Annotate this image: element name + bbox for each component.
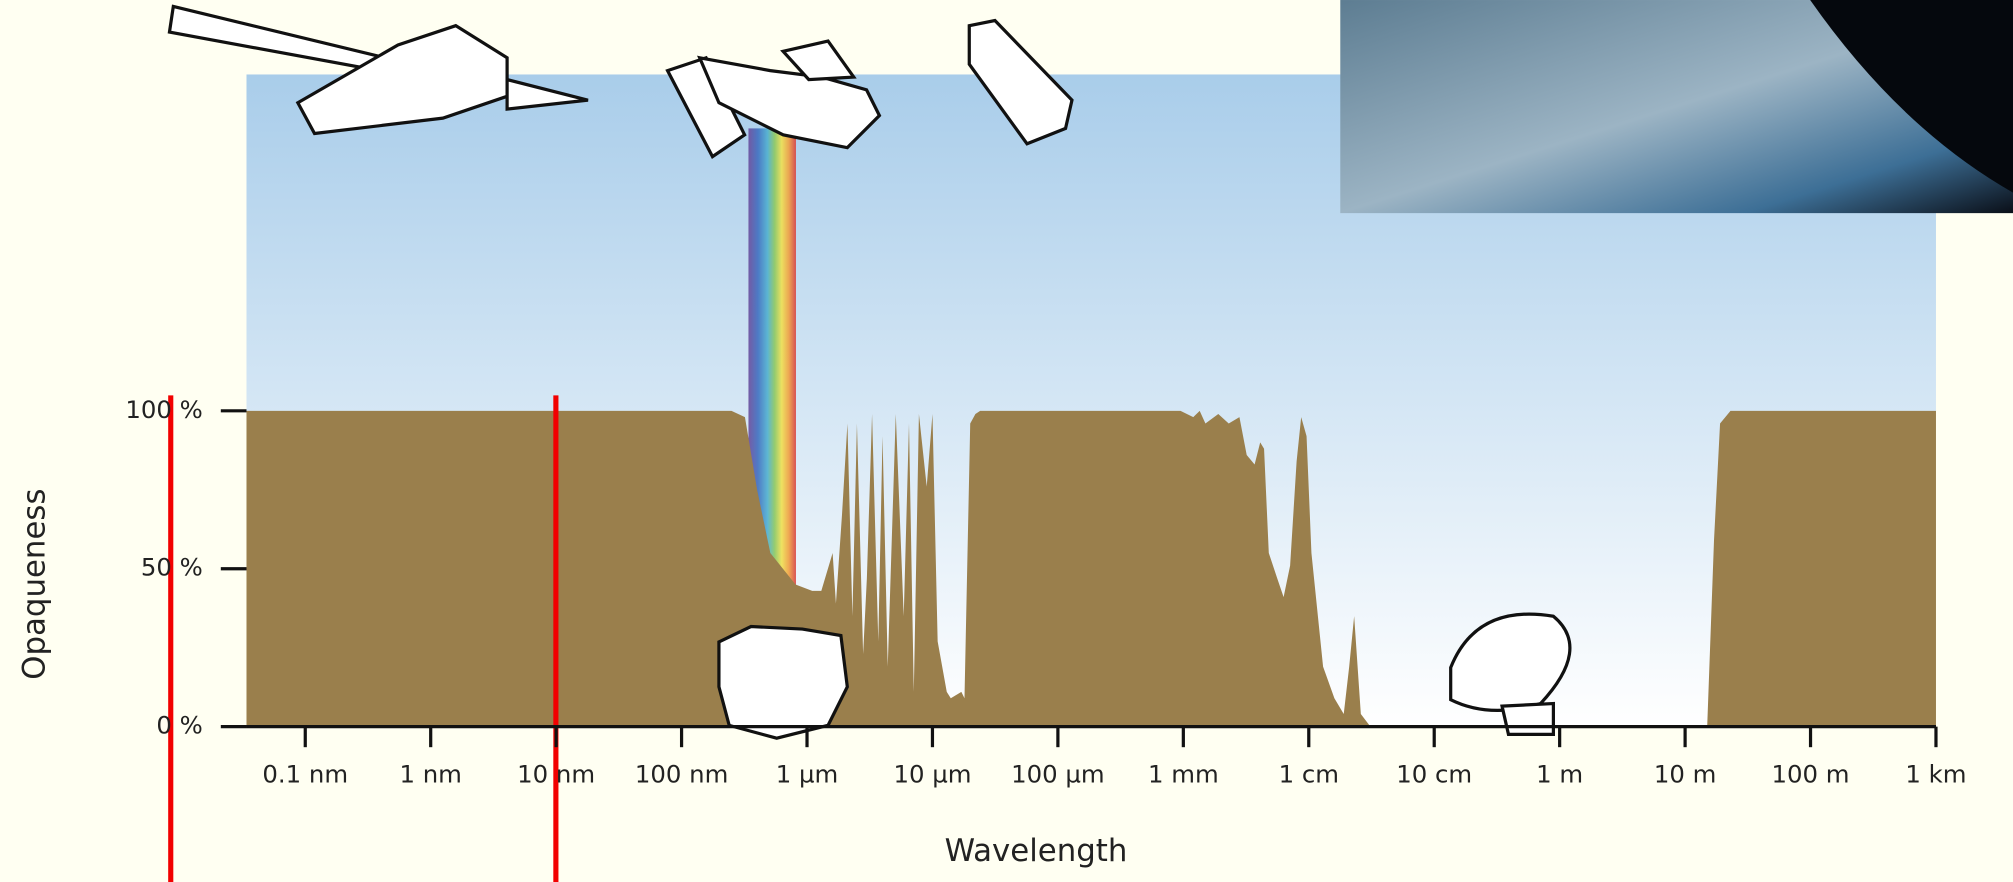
x-tick-label: 1 µm — [776, 759, 839, 788]
radio-dish-base — [1502, 704, 1553, 735]
x-tick-label: 1 km — [1905, 759, 1966, 788]
x-tick-label: 0.1 nm — [262, 759, 348, 788]
y-tick-label: 0 % — [156, 711, 202, 740]
x-tick-label: 100 nm — [635, 759, 728, 788]
x-tick-label: 1 nm — [399, 759, 461, 788]
x-tick-label: 1 mm — [1148, 759, 1219, 788]
optical-telescope — [719, 627, 847, 739]
x-tick-label: 1 cm — [1279, 759, 1339, 788]
x-tick-label: 1 m — [1536, 759, 1583, 788]
x-tick-label: 10 m — [1654, 759, 1717, 788]
y-axis-label: Opaqueness — [16, 489, 52, 680]
y-tick-label: 50 % — [141, 553, 203, 582]
x-tick-label: 10 µm — [893, 759, 971, 788]
chart: Wavelength Opaqueness 0.1 nm 1 nm 10 nm 100… — [0, 0, 2013, 882]
x-tick-label: 100 m — [1772, 759, 1850, 788]
y-tick-label: 100 % — [125, 395, 202, 424]
x-tick-label: 10 nm — [517, 759, 595, 788]
x-axis-label: Wavelength — [945, 833, 1128, 869]
x-tick-label: 10 cm — [1396, 759, 1472, 788]
x-tick-label: 100 µm — [1011, 759, 1105, 788]
